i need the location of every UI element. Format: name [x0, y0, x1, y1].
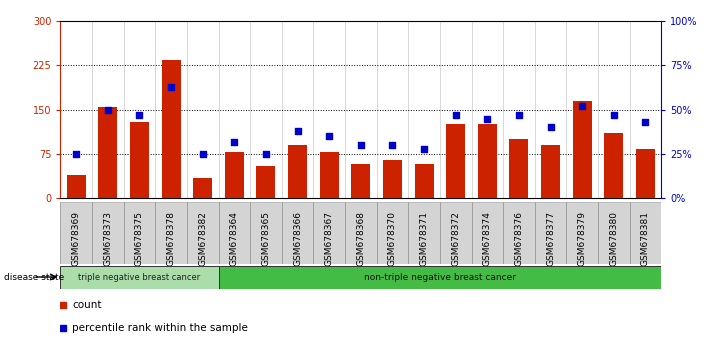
Text: GSM678376: GSM678376	[515, 211, 523, 266]
Point	[481, 116, 493, 121]
Bar	[471, 202, 503, 264]
Bar	[535, 202, 567, 264]
Bar	[130, 121, 149, 198]
Point	[166, 84, 177, 90]
Point	[229, 139, 240, 144]
Point	[70, 151, 82, 157]
Point	[418, 146, 429, 152]
Bar	[67, 175, 86, 198]
Text: count: count	[73, 300, 102, 310]
Bar	[320, 152, 338, 198]
Bar	[218, 202, 250, 264]
Bar	[60, 266, 218, 289]
Text: GSM678373: GSM678373	[103, 211, 112, 266]
Bar	[314, 202, 345, 264]
Bar	[155, 202, 187, 264]
Text: GSM678370: GSM678370	[388, 211, 397, 266]
Bar	[288, 145, 307, 198]
Point	[260, 151, 272, 157]
Bar	[440, 202, 471, 264]
Bar	[447, 125, 465, 198]
Bar	[503, 202, 535, 264]
Bar	[478, 125, 497, 198]
Bar	[161, 59, 181, 198]
Bar	[567, 202, 598, 264]
Bar	[257, 166, 275, 198]
Point	[640, 119, 651, 125]
Point	[450, 112, 461, 118]
Text: GSM678382: GSM678382	[198, 211, 207, 266]
Bar	[98, 107, 117, 198]
Bar	[636, 149, 655, 198]
Text: GSM678366: GSM678366	[293, 211, 302, 266]
Point	[387, 142, 398, 148]
Text: GSM678367: GSM678367	[325, 211, 333, 266]
Point	[356, 142, 367, 148]
Text: triple negative breast cancer: triple negative breast cancer	[78, 273, 201, 281]
Point	[102, 107, 114, 113]
Bar	[250, 202, 282, 264]
Bar	[187, 202, 218, 264]
Text: disease state: disease state	[4, 273, 64, 281]
Text: GSM678365: GSM678365	[262, 211, 270, 266]
Point	[513, 112, 525, 118]
Text: GSM678372: GSM678372	[451, 211, 460, 266]
Point	[134, 112, 145, 118]
Text: GSM678377: GSM678377	[546, 211, 555, 266]
Point	[324, 133, 335, 139]
Text: non-triple negative breast cancer: non-triple negative breast cancer	[364, 273, 516, 281]
Bar	[351, 164, 370, 198]
Point	[608, 112, 619, 118]
Bar	[345, 202, 377, 264]
Text: GSM678371: GSM678371	[419, 211, 429, 266]
Point	[292, 128, 304, 134]
Bar	[572, 101, 592, 198]
Bar	[92, 202, 124, 264]
Text: GSM678380: GSM678380	[609, 211, 619, 266]
Bar	[510, 139, 528, 198]
Bar	[604, 133, 624, 198]
Bar	[225, 152, 244, 198]
Point	[545, 125, 556, 130]
Text: GSM678375: GSM678375	[135, 211, 144, 266]
Text: GSM678369: GSM678369	[72, 211, 81, 266]
Bar	[408, 202, 440, 264]
Bar	[415, 164, 434, 198]
Text: GSM678379: GSM678379	[577, 211, 587, 266]
Bar	[60, 202, 92, 264]
Text: percentile rank within the sample: percentile rank within the sample	[73, 323, 248, 333]
Text: GSM678378: GSM678378	[166, 211, 176, 266]
Bar	[630, 202, 661, 264]
Text: GSM678364: GSM678364	[230, 211, 239, 266]
Bar	[377, 202, 408, 264]
Bar	[193, 178, 212, 198]
Text: GSM678368: GSM678368	[356, 211, 365, 266]
Point	[577, 103, 588, 109]
Bar	[383, 160, 402, 198]
Text: GSM678381: GSM678381	[641, 211, 650, 266]
Bar	[282, 202, 314, 264]
Bar	[541, 145, 560, 198]
Point	[197, 151, 208, 157]
Bar	[124, 202, 155, 264]
Bar	[218, 266, 661, 289]
Bar	[598, 202, 630, 264]
Text: GSM678374: GSM678374	[483, 211, 492, 266]
